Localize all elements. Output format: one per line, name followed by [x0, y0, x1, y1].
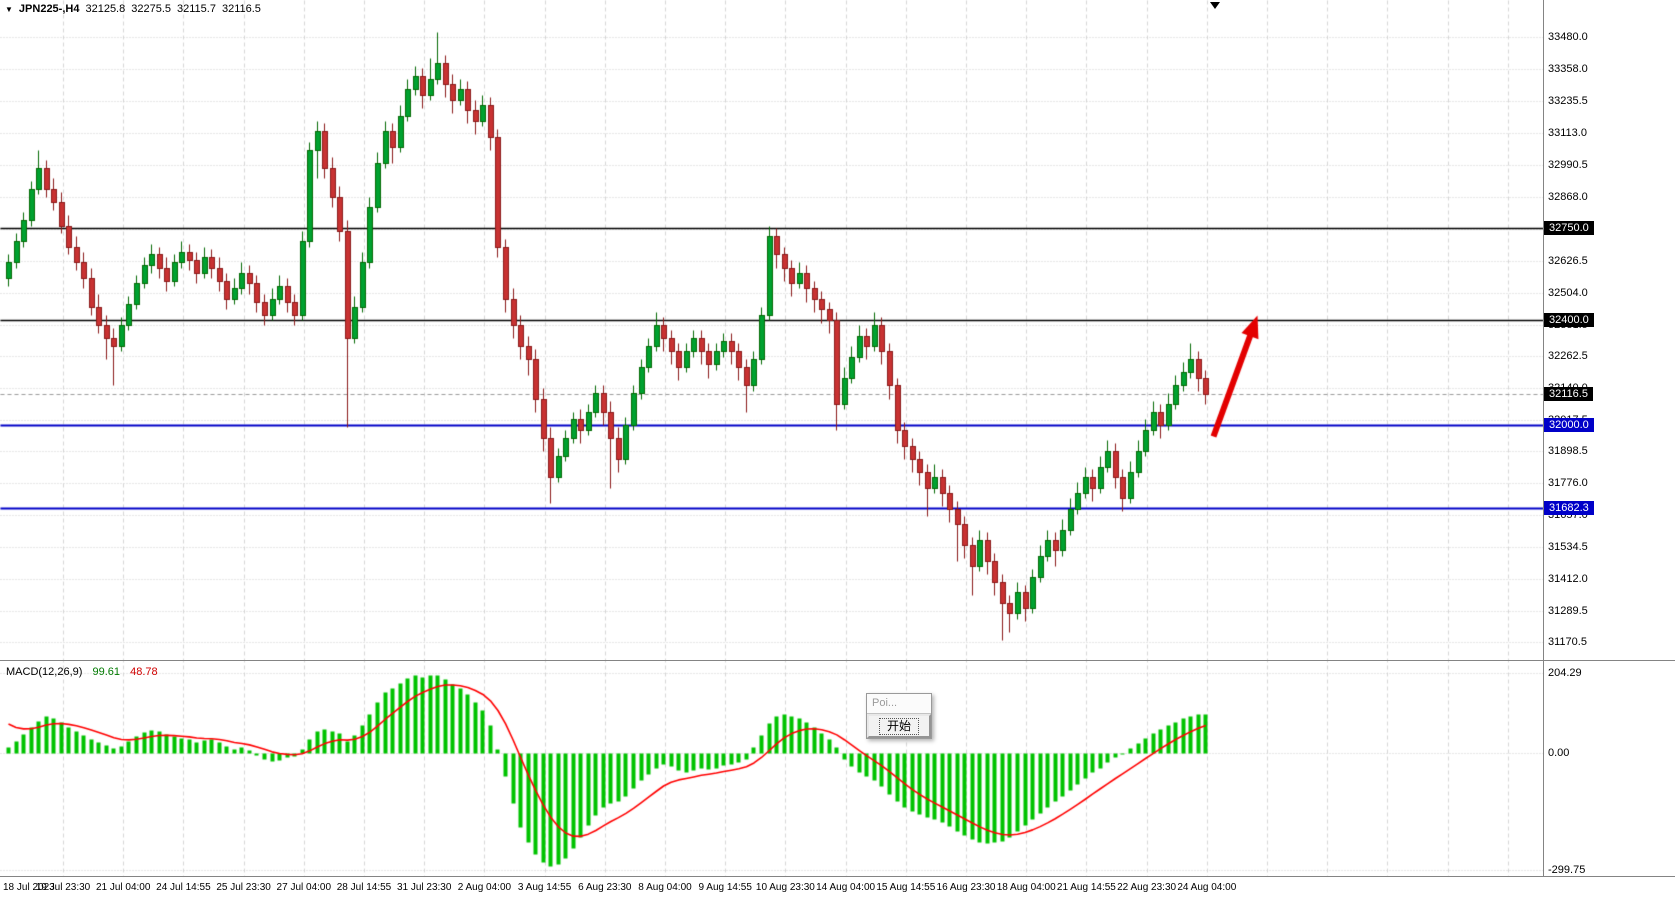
price-axis-tick: 33235.5: [1548, 95, 1588, 107]
price-level-badge: 32400.0: [1544, 312, 1594, 327]
time-axis-label: 14 Aug 04:00: [816, 882, 876, 893]
macd-axis-tick: -299.75: [1548, 863, 1586, 876]
time-axis-label: 15 Aug 14:55: [876, 882, 936, 893]
time-axis-label: 2 Aug 04:00: [457, 882, 512, 893]
time-axis-label: 28 Jul 14:55: [336, 882, 392, 893]
time-axis-label: 21 Jul 04:00: [95, 882, 151, 893]
start-button-label: 开始: [878, 717, 919, 735]
time-axis-label: 3 Aug 14:55: [517, 882, 572, 893]
time-axis-label: 24 Jul 14:55: [156, 882, 211, 893]
price-axis-tick: 32626.5: [1548, 254, 1588, 267]
macd-axis-tick: 204.29: [1548, 667, 1582, 680]
price-axis-tick: 32504.0: [1548, 286, 1588, 299]
ohlc-high: 32275.5: [131, 3, 171, 15]
ohlc-open: 32125.8: [85, 3, 126, 15]
time-axis-label: 19 Jul 23:30: [35, 882, 91, 893]
price-axis-tick: 33358.0: [1548, 62, 1588, 75]
price-axis-separator: [1543, 0, 1544, 876]
indicator-main-value: 99.61: [92, 666, 121, 678]
time-axis-label: 21 Aug 14:55: [1056, 882, 1116, 893]
symbol-label: JPN225-,H4: [18, 3, 80, 15]
time-axis-label: 31 Jul 23:30: [396, 882, 452, 893]
time-axis-label: 27 Jul 04:00: [276, 882, 332, 893]
time-axis-label: 6 Aug 23:30: [578, 882, 632, 893]
chart-shift-marker-icon[interactable]: [1210, 2, 1220, 9]
time-axis-label: 25 Jul 23:30: [216, 882, 271, 893]
price-axis-tick: 33113.0: [1548, 127, 1587, 140]
time-axis-label: 16 Aug 23:30: [936, 882, 996, 893]
ohlc-low: 32115.7: [177, 3, 216, 15]
pane-separator: [0, 660, 1675, 661]
time-axis-separator: [0, 876, 1675, 877]
price-level-badge: 32000.0: [1544, 417, 1594, 432]
time-axis-label: 10 Aug 23:30: [755, 882, 815, 893]
price-axis-tick: 32868.0: [1548, 191, 1588, 204]
time-axis-label: 24 Aug 04:00: [1177, 882, 1237, 893]
price-axis-tick: 31898.5: [1548, 445, 1588, 458]
time-axis-label: 9 Aug 14:55: [698, 882, 752, 893]
time-axis-label: 18 Jul 2023: [3, 882, 55, 893]
ohlc-close: 32116.5: [221, 3, 261, 15]
price-axis-tick: 31289.5: [1548, 604, 1588, 617]
indicator-signal-value: 48.78: [130, 666, 158, 678]
price-axis-tick: 31170.5: [1548, 636, 1587, 649]
price-axis-tick: 31776.0: [1548, 477, 1588, 490]
indicator-name: MACD(12,26,9): [6, 666, 83, 678]
start-button[interactable]: 开始: [867, 714, 931, 738]
price-axis-tick: 32262.5: [1548, 349, 1588, 362]
price-level-badge: 32750.0: [1544, 221, 1594, 236]
popup-item-poi[interactable]: Poi...: [867, 694, 931, 714]
time-axis-label: 8 Aug 04:00: [638, 882, 692, 893]
price-axis-tick: 31412.0: [1548, 572, 1588, 585]
price-axis-tick: 31534.5: [1548, 540, 1588, 553]
price-level-badge: 31682.3: [1544, 500, 1594, 515]
symbol-ohlc-readout: ▼ JPN225-,H4 32125.8 32275.5 32115.7 321…: [5, 3, 261, 15]
macd-axis-tick: 0.00: [1548, 746, 1570, 759]
symbol-dropdown-icon[interactable]: ▼: [5, 4, 13, 14]
price-axis-tick: 32990.5: [1548, 159, 1588, 172]
time-axis-label: 22 Aug 23:30: [1117, 882, 1177, 893]
popup-dialog: Poi... 开始: [866, 693, 932, 739]
time-axis-label: 18 Aug 04:00: [996, 882, 1056, 893]
price-axis-tick: 33480.0: [1548, 30, 1588, 43]
indicator-label: MACD(12,26,9) 99.61 48.78: [6, 666, 158, 678]
current-price-badge: 32116.5: [1544, 387, 1593, 402]
